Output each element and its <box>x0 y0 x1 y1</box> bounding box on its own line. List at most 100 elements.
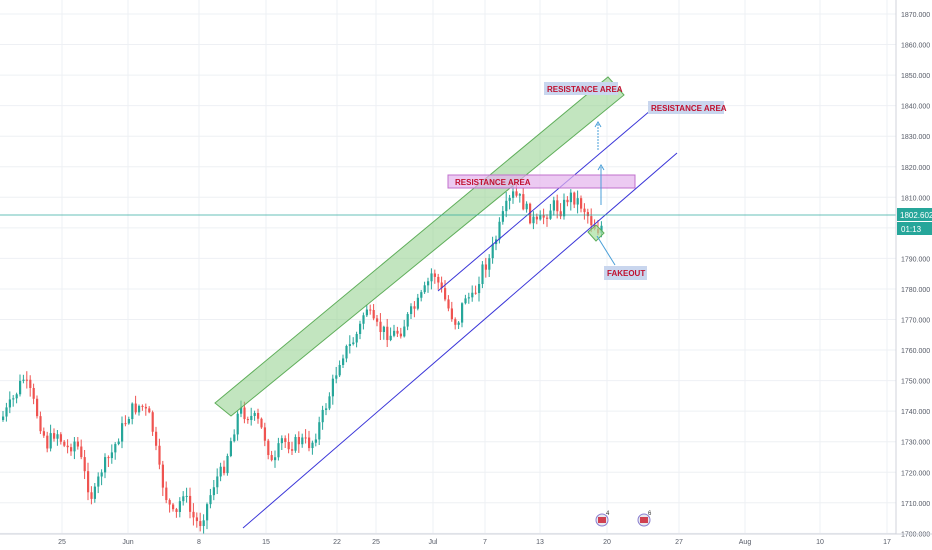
price-tick-label: 1820.000 <box>901 165 930 172</box>
candle-body <box>121 423 124 442</box>
candle-body <box>63 441 66 446</box>
candle-body <box>454 319 457 325</box>
candle-body <box>552 200 555 211</box>
candle-body <box>335 375 338 379</box>
candle-body <box>53 433 56 439</box>
candle-body <box>29 379 32 388</box>
candle-body <box>467 297 470 299</box>
resistance-band-green[interactable] <box>214 76 625 417</box>
candle-body <box>427 281 430 286</box>
candle-body <box>110 452 113 459</box>
label-resistance-right[interactable]: RESISTANCE AREA <box>648 101 727 114</box>
candle-body <box>379 321 382 333</box>
fakeout-zone-box[interactable] <box>587 224 605 242</box>
candle-body <box>498 221 501 240</box>
time-tick-label: 22 <box>333 539 341 546</box>
candle-body <box>250 415 253 421</box>
candle-body <box>277 443 280 458</box>
candle-body <box>382 326 385 333</box>
current-price-value: 1802.602 <box>900 211 932 220</box>
candle-body <box>294 437 297 451</box>
candle-body <box>97 476 100 487</box>
candlestick-series[interactable] <box>2 183 603 534</box>
candle-body <box>321 409 324 423</box>
candle-body <box>471 292 474 298</box>
candle-body <box>403 326 406 337</box>
label-fakeout[interactable]: FAKEOUT <box>604 266 647 280</box>
price-tick-label: 1740.000 <box>901 409 930 416</box>
candle-body <box>161 464 164 488</box>
time-axis[interactable]: 25 Jun 8 15 22 25 Jul 7 13 20 27 Aug 10 17 <box>0 533 932 546</box>
countdown-badge <box>897 222 932 235</box>
candle-body <box>372 310 375 319</box>
channel-upper-line[interactable] <box>437 109 652 292</box>
time-tick-label: 8 <box>197 539 201 546</box>
candle-body <box>195 517 198 522</box>
candle-body <box>488 258 491 270</box>
us-flag-icon <box>640 517 648 523</box>
price-axis[interactable]: 1870.000 1860.000 1850.000 1840.000 1830.000… <box>895 0 932 538</box>
candle-body <box>117 441 120 445</box>
candle-body <box>12 398 15 400</box>
candle-body <box>386 326 389 341</box>
candle-body <box>80 446 83 458</box>
candle-body <box>73 441 76 452</box>
candle-body <box>138 405 141 413</box>
candle-body <box>430 273 433 282</box>
candle-body <box>566 199 569 203</box>
candle-body <box>287 441 290 450</box>
candle-body <box>274 457 277 461</box>
candle-body <box>257 412 260 419</box>
candle-body <box>192 511 195 518</box>
candle-body <box>342 358 345 365</box>
candle-body <box>280 438 283 444</box>
resistance-rect-purple[interactable] <box>447 174 636 189</box>
candle-body <box>70 447 73 452</box>
candle-body <box>19 380 22 395</box>
candle-body <box>284 438 287 442</box>
candle-body <box>345 346 348 359</box>
candle-body <box>444 288 447 300</box>
candle-body <box>376 318 379 322</box>
price-tick-label: 1760.000 <box>901 348 930 355</box>
up-arrow-2[interactable] <box>597 164 605 205</box>
candle-body <box>413 306 416 309</box>
time-tick-label: 20 <box>603 539 611 546</box>
candle-body <box>209 495 212 505</box>
event-badge-1[interactable]: 4 <box>595 511 610 527</box>
candle-body <box>325 408 328 410</box>
candle-body <box>226 455 229 474</box>
candle-body <box>25 379 28 381</box>
candle-body <box>189 495 192 512</box>
price-tick-label: 1710.000 <box>901 501 930 508</box>
candle-body <box>440 282 443 289</box>
candle-body <box>573 192 576 205</box>
price-tick-label: 1750.000 <box>901 379 930 386</box>
candle-body <box>246 419 249 421</box>
candle-body <box>202 520 205 527</box>
candle-body <box>253 412 256 416</box>
label-resistance-middle[interactable]: RESISTANCE AREA <box>455 178 531 187</box>
candle-body <box>328 396 331 409</box>
candle-body <box>505 200 508 212</box>
time-tick-label: Jul <box>429 539 438 546</box>
candle-body <box>39 416 42 432</box>
event-badge-2[interactable]: 6 <box>637 511 652 527</box>
price-tick-label: 1810.000 <box>901 195 930 202</box>
candle-body <box>355 333 358 343</box>
candle-body <box>508 197 511 201</box>
candle-body <box>396 330 399 334</box>
price-tick-label: 1860.000 <box>901 43 930 50</box>
candle-body <box>56 434 59 439</box>
candle-body <box>223 466 226 474</box>
candle-body <box>433 273 436 277</box>
up-arrow-1[interactable] <box>594 121 602 150</box>
candle-body <box>178 501 181 513</box>
time-tick-label: 27 <box>675 539 683 546</box>
candle-body <box>474 292 477 294</box>
candle-body <box>525 203 528 210</box>
label-resistance-top[interactable]: RESISTANCE AREA <box>544 82 623 95</box>
candle-body <box>410 306 413 315</box>
